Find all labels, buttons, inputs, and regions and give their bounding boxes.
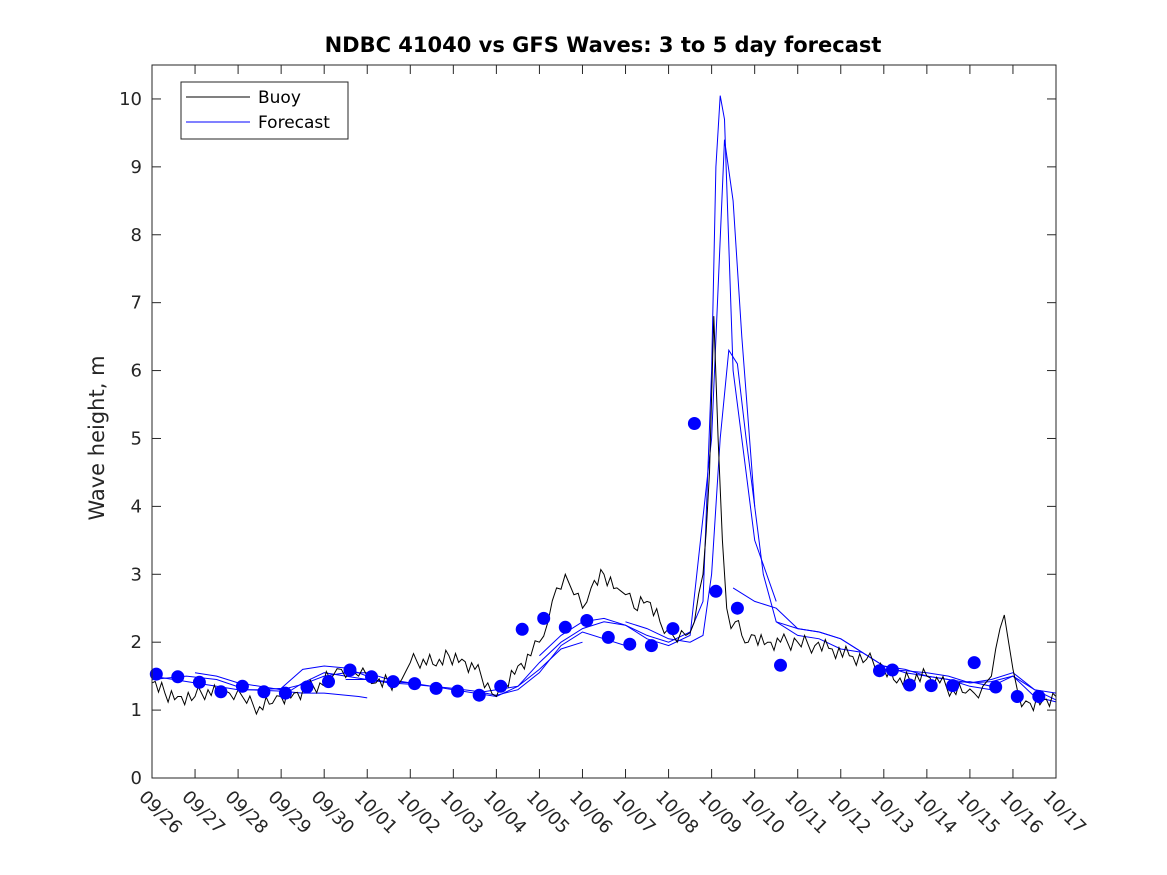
y-tick-labels: 0 1 2 3 4 5 6 7 8 9 10 (119, 89, 142, 789)
forecast-point (903, 678, 917, 692)
forecast-point (343, 663, 357, 677)
x-tick-label: 10/06 (565, 787, 617, 839)
x-tick-label: 10/16 (995, 787, 1047, 839)
forecast-point (408, 677, 422, 691)
y-tick-label: 4 (131, 496, 142, 517)
x-tick-label: 10/14 (909, 787, 961, 839)
legend-forecast-label: Forecast (258, 113, 330, 133)
x-tick-label: 10/17 (1038, 787, 1090, 839)
x-tick-label: 09/28 (221, 787, 273, 839)
forecast-line-6 (539, 95, 777, 657)
x-tick-label: 10/10 (737, 787, 789, 839)
forecast-line-10 (883, 668, 1057, 701)
y-tick-label: 8 (131, 225, 142, 246)
forecast-point (365, 670, 378, 684)
forecast-point (989, 680, 1003, 694)
x-tick-label: 10/04 (479, 787, 531, 839)
forecast-line-9 (776, 621, 1057, 694)
legend-buoy-label: Buoy (258, 88, 301, 108)
forecast-point (1010, 690, 1024, 703)
forecast-point (873, 664, 886, 678)
forecast-point (322, 675, 335, 689)
buoy-line (151, 316, 1057, 716)
forecast-point (537, 611, 551, 625)
forecast-point (472, 688, 486, 702)
x-tick-label: 10/02 (393, 787, 445, 839)
legend: Buoy Forecast (180, 81, 349, 140)
forecast-point (386, 675, 400, 689)
forecast-point (666, 622, 680, 636)
forecast-point (774, 658, 787, 672)
y-tick-label: 2 (131, 632, 142, 653)
forecast-point (885, 663, 899, 677)
forecast-point (235, 679, 249, 693)
forecast-points (149, 417, 1046, 703)
y-axis-label: Wave height, m (85, 355, 109, 520)
y-tick-label: 6 (131, 361, 142, 382)
forecast-point (214, 685, 228, 699)
x-tick-label: 09/30 (307, 787, 359, 839)
forecast-point (149, 667, 163, 681)
x-tick-label: 10/08 (651, 787, 703, 839)
plot-frame (151, 64, 1057, 779)
x-tick-label: 09/29 (264, 787, 316, 839)
forecast-point (623, 637, 637, 651)
y-tick-label: 10 (119, 89, 142, 110)
forecast-point (687, 417, 701, 430)
x-tick-label: 10/01 (350, 787, 402, 839)
forecast-point (451, 684, 465, 698)
x-tick-label: 10/05 (522, 787, 574, 839)
forecast-point (967, 656, 981, 670)
forecast-point (709, 584, 723, 598)
forecast-point (515, 622, 529, 636)
x-tick-label: 09/27 (178, 787, 230, 839)
forecast-point (946, 679, 960, 693)
forecast-point (1032, 690, 1046, 703)
forecast-point (192, 675, 206, 689)
y-tick-label: 7 (131, 293, 142, 314)
x-tick-label: 10/11 (780, 787, 832, 839)
forecast-point (171, 670, 185, 684)
forecast-line-5 (474, 139, 756, 698)
forecast-point (601, 630, 615, 644)
x-tick-label: 10/15 (952, 787, 1004, 839)
plot-area (152, 65, 1056, 778)
x-tick-label: 10/03 (436, 787, 488, 839)
y-tick-label: 5 (131, 428, 142, 449)
x-tick-label: 09/26 (134, 787, 186, 839)
forecast-point (924, 679, 938, 693)
forecast-point (278, 686, 292, 700)
x-tick-labels: 09/2609/2709/2809/2909/3010/0110/0210/03… (134, 787, 1090, 839)
forecast-point (494, 679, 508, 693)
x-tick-label: 10/12 (823, 787, 875, 839)
forecast-point (429, 681, 443, 695)
y-tick-label: 1 (131, 700, 142, 721)
y-tick-label: 3 (131, 564, 142, 585)
chart-title: NDBC 41040 vs GFS Waves: 3 to 5 day fore… (325, 33, 882, 57)
forecast-point (558, 620, 572, 634)
forecast-point (257, 685, 271, 699)
forecast-point (580, 614, 594, 627)
x-tick-label: 10/07 (608, 787, 660, 839)
forecast-point (300, 680, 314, 694)
forecast-point (730, 601, 744, 615)
legend-box (180, 81, 349, 140)
x-tick-label: 10/09 (694, 787, 746, 839)
forecast-point (644, 639, 658, 653)
y-tick-label: 0 (131, 768, 142, 789)
x-tick-label: 10/13 (866, 787, 918, 839)
y-tick-label: 9 (131, 157, 142, 178)
